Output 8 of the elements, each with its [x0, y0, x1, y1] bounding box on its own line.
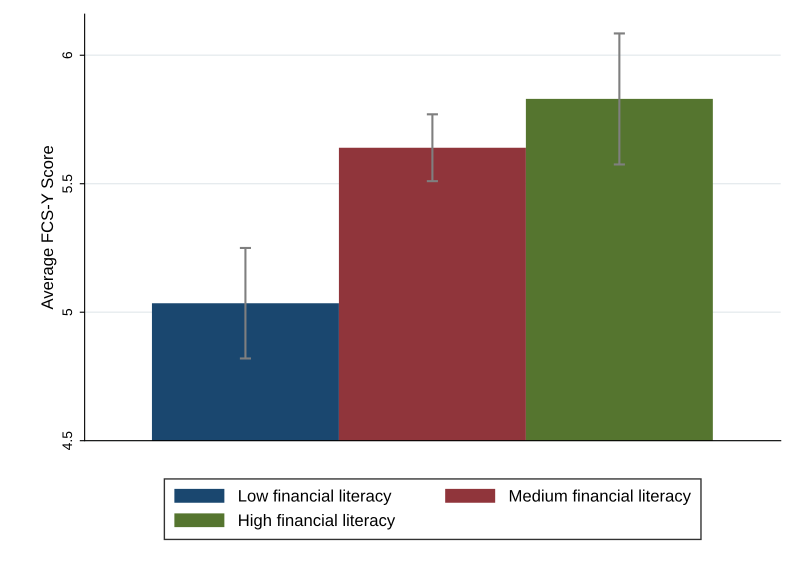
- legend-label: High financial literacy: [239, 514, 396, 530]
- legend-label: Low financial literacy: [239, 489, 392, 506]
- y-axis-title: Average FCS-Y Score: [41, 146, 56, 310]
- y-tick-label: 5.5: [62, 174, 72, 193]
- legend-label: Medium financial literacy: [510, 489, 691, 506]
- y-tick-label: 5: [62, 308, 72, 316]
- y-tick-label: 4.5: [62, 432, 72, 450]
- y-tick-label: 6: [62, 52, 72, 58]
